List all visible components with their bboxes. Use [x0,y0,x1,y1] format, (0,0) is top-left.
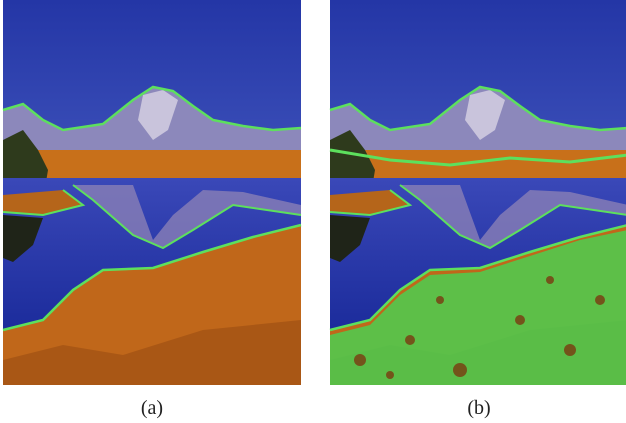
image-a [3,0,301,385]
caption-a: (a) [141,397,163,419]
caption-b: (b) [467,397,490,419]
figure: (a) (b) [0,0,626,423]
page: (a) (b) (() => { const data = JSON.parse… [0,0,626,423]
image-b [330,0,626,385]
